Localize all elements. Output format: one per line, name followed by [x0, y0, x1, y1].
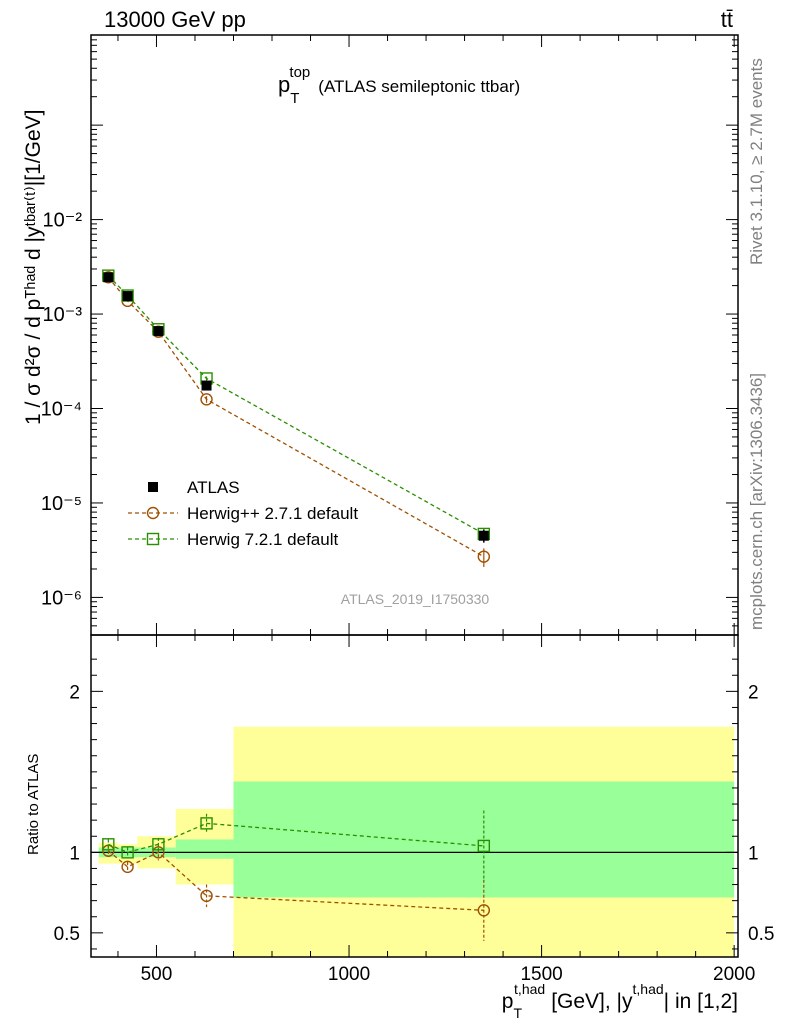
series-layer — [102, 269, 491, 941]
ratio-y-tick-label-right: 2 — [748, 682, 759, 703]
ratio-point — [200, 817, 213, 830]
ratio-y-tick-label-left: 2 — [69, 682, 80, 703]
ratio-point — [152, 838, 165, 851]
ratio-point — [477, 904, 491, 917]
ratio-y-tick-label-right: 0.5 — [748, 924, 774, 945]
header-process: tt̄ — [721, 7, 733, 32]
ratio-y-tick-label-left: 0.5 — [54, 924, 80, 945]
ratio-point — [121, 846, 134, 859]
ratio-point — [200, 889, 213, 903]
series-line — [107, 275, 485, 535]
x-label-p: p — [502, 990, 514, 1013]
axis-ticks: 500 1000 1500 2000 10⁻⁶ 10⁻⁵ 10⁻⁴ 10⁻³ 10⁻² 0.5 0.… — [41, 34, 774, 985]
ratio-y-tick-label-right: 1 — [748, 843, 759, 864]
data-point — [153, 326, 164, 337]
ratio-y-tick-label-left: 1 — [69, 843, 80, 864]
legend-label: Herwig 7.2.1 default — [187, 530, 338, 549]
legend-marker — [146, 506, 160, 520]
ratio-point — [121, 860, 134, 874]
main-y-axis-label: 1 / σ d²σ / d pᵀʰᵃᵈ d |yᵗᵇᵃʳ⁽ᵗ⁾|[1/GeV] — [22, 110, 45, 425]
ratio-uncertainty-bands — [98, 726, 735, 957]
legend-label: ATLAS — [187, 478, 240, 497]
ratio-point — [477, 839, 491, 853]
series-point — [200, 393, 213, 406]
analysis-watermark: ATLAS_2019_I1750330 — [341, 591, 490, 607]
main-y-tick-label: 10⁻⁴ — [41, 399, 82, 421]
plot-title-sub: T — [290, 90, 299, 107]
legend-item-2: Herwig 7.2.1 default — [128, 530, 338, 549]
inner-band-3 — [175, 839, 234, 859]
plot-title-sup: top — [289, 64, 310, 81]
data-point — [478, 530, 489, 541]
x-label-end: | in [1,2] — [664, 990, 738, 1013]
mcplots-label: mcplots.cern.ch [arXiv:1306.3436] — [747, 373, 766, 630]
data-series — [103, 272, 489, 543]
main-y-tick-label: 10⁻² — [43, 210, 83, 232]
main-y-tick-label: 10⁻³ — [43, 304, 83, 326]
x-tick-label: 1500 — [520, 964, 562, 985]
main-y-tick-label: 10⁻⁶ — [41, 587, 82, 609]
ratio-plot-frame — [90, 634, 739, 958]
series-point — [477, 550, 491, 563]
plot-title-rest: (ATLAS semileptonic ttbar) — [318, 77, 520, 96]
header-energy: 13000 GeV pp — [104, 7, 246, 32]
ratio-point — [152, 846, 165, 859]
x-tick-label: 500 — [141, 964, 173, 985]
x-label-mid: [GeV], |y — [551, 990, 633, 1013]
legend-label: Herwig++ 2.7.1 default — [187, 504, 358, 523]
x-axis-label: pTt,had[GeV], |yt,had| in [1,2] — [502, 981, 738, 1021]
ratio-point — [102, 838, 115, 851]
ratio-y-axis-label: Ratio to ATLAS — [25, 754, 42, 855]
main-y-tick-label: 10⁻⁵ — [41, 493, 82, 515]
legend-item-0: ATLAS — [148, 478, 240, 497]
data-point — [103, 272, 114, 283]
plot-title-p: p — [278, 72, 290, 97]
x-label-thad2: t,had — [633, 981, 664, 997]
x-label-T: T — [513, 1005, 522, 1021]
data-point — [122, 291, 133, 302]
rivet-version-label: Rivet 3.1.10, ≥ 2.7M events — [747, 58, 766, 265]
legend-marker — [148, 482, 158, 492]
legend: ATLAS Herwig++ 2.7.1 default Herwig 7.2.1 … — [128, 478, 358, 549]
legend-item-1: Herwig++ 2.7.1 default — [128, 504, 358, 523]
data-point — [201, 380, 212, 391]
x-tick-label: 2000 — [713, 964, 755, 985]
plot-title: pTtop (ATLAS semileptonic ttbar) — [278, 64, 520, 107]
x-label-thad: t,had — [514, 981, 545, 997]
x-tick-label: 1000 — [328, 964, 370, 985]
ratio-series-line — [107, 850, 484, 911]
legend-marker — [146, 532, 160, 546]
